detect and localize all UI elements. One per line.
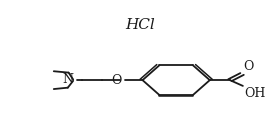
Text: HCl: HCl: [125, 18, 155, 32]
Text: O: O: [111, 74, 122, 87]
Text: OH: OH: [244, 87, 266, 100]
Text: N: N: [62, 73, 73, 86]
Text: O: O: [243, 60, 254, 73]
